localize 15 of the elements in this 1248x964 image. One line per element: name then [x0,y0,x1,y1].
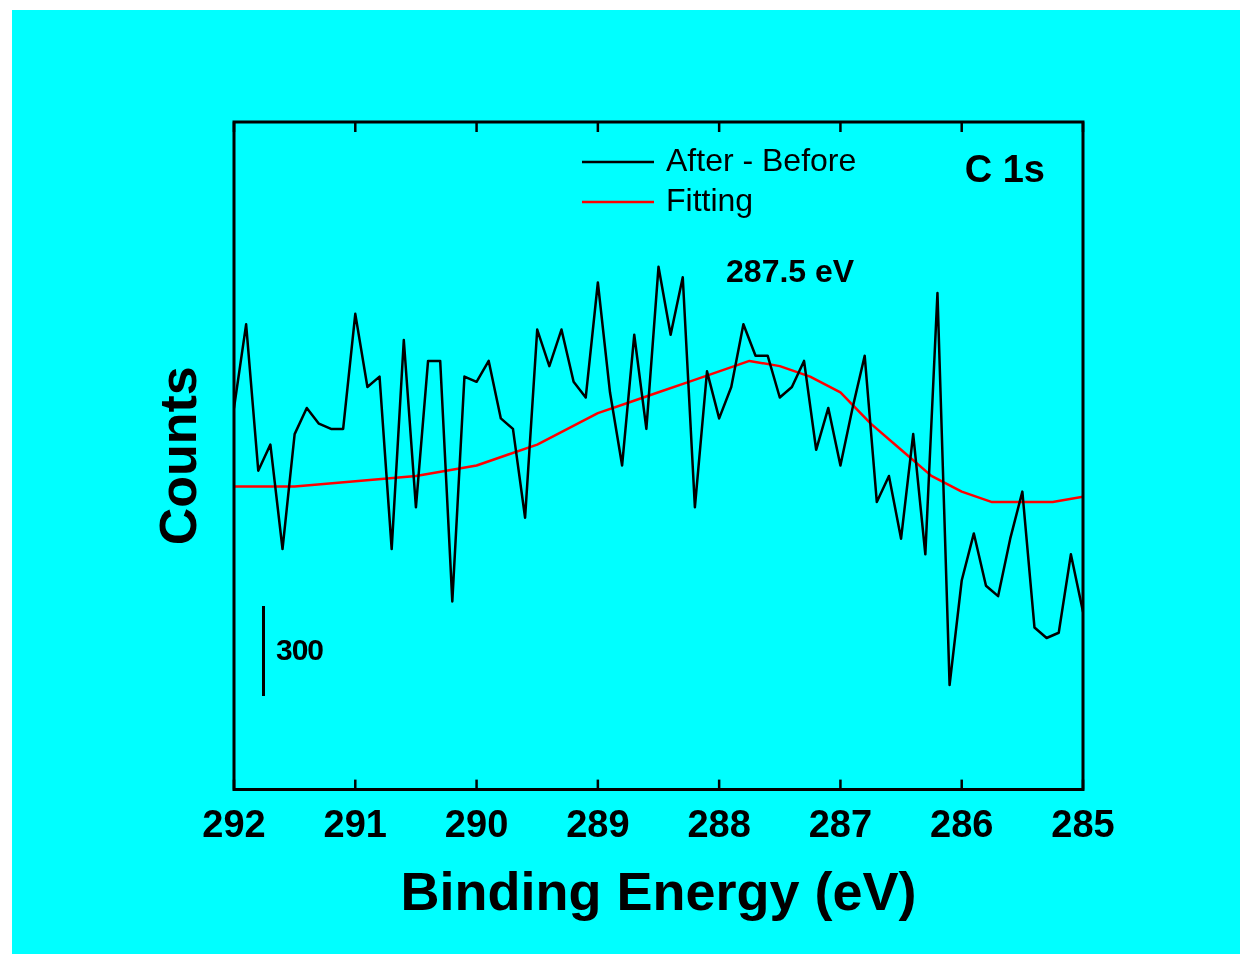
x-tick-label: 289 [566,802,630,845]
annotation: 300 [276,632,324,667]
annotation: 287.5 eV [726,253,855,290]
text: C 1s [964,148,1045,191]
x-axis-title: Binding Energy (eV) [400,861,917,922]
x-tick-label: 288 [687,802,751,845]
x-tick-label: 285 [1051,802,1115,845]
y-axis-title: Counts [149,366,208,546]
x-tick-label: 292 [202,802,266,845]
x-tick-label: 287 [808,802,873,845]
x-tick-label: 286 [930,802,994,845]
x-tick-label: 291 [323,802,387,845]
legend-label: Fitting [666,181,754,218]
x-tick-label: 290 [444,802,509,845]
legend-label: After - Before [666,141,857,178]
